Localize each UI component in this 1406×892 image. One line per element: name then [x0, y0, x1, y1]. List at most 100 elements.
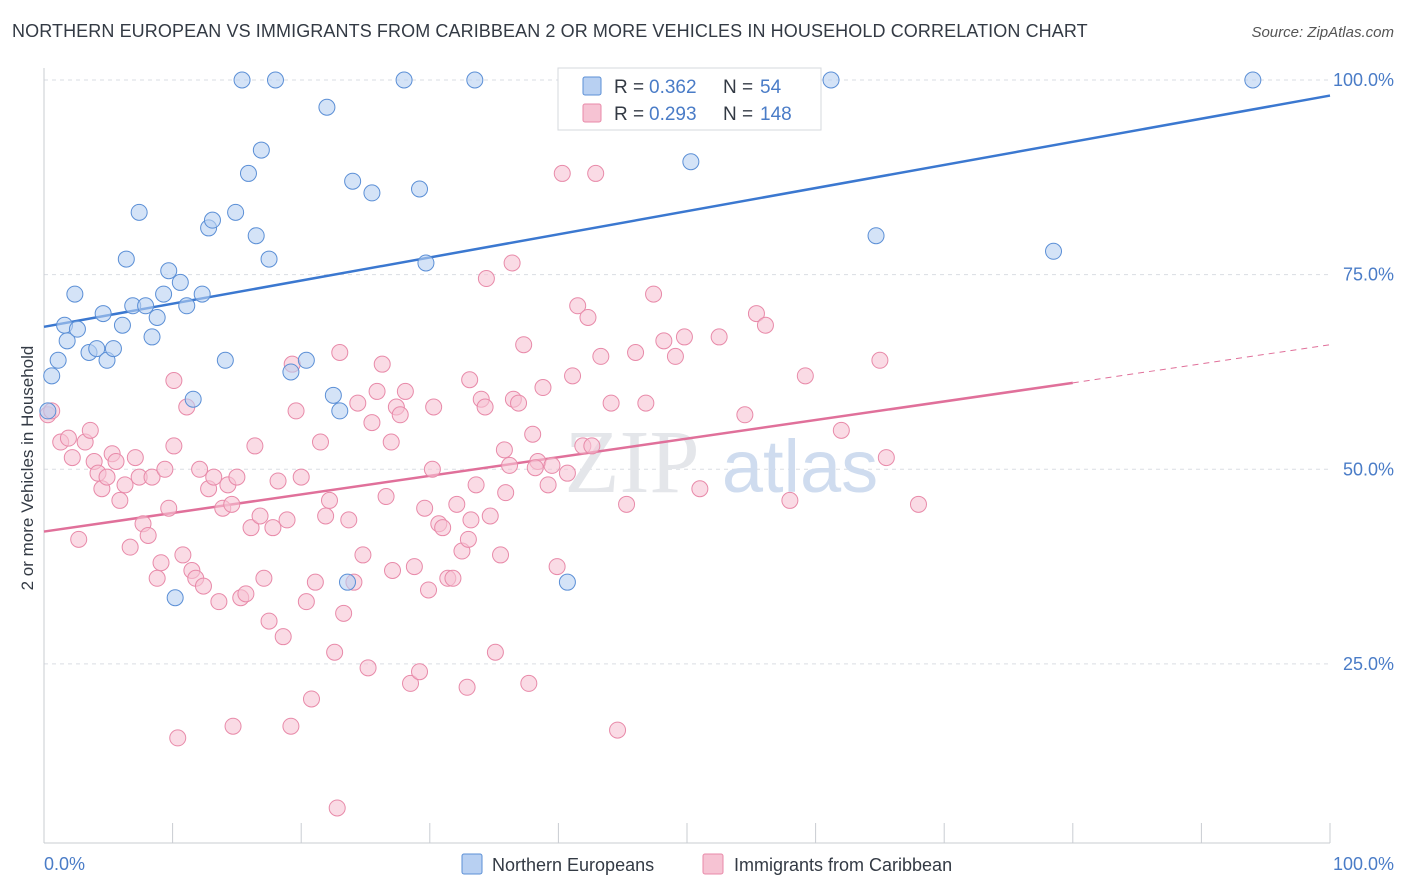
caribbean-point	[116, 476, 134, 494]
y-tick-label: 50.0%	[1343, 459, 1394, 479]
northern-european-point	[260, 250, 278, 268]
caribbean-point	[359, 659, 377, 677]
legend-n-value: 148	[760, 104, 792, 125]
legend-n-label: N =	[723, 77, 753, 98]
caribbean-point	[210, 593, 228, 611]
caribbean-point	[756, 316, 774, 334]
northern-european-point	[331, 402, 349, 420]
northern-european-point	[39, 402, 57, 420]
caribbean-point	[278, 511, 296, 529]
caribbean-point	[148, 569, 166, 587]
caribbean-point	[169, 729, 187, 747]
caribbean-point	[251, 507, 269, 525]
caribbean-point	[627, 344, 645, 361]
caribbean-point	[340, 511, 358, 529]
y-tick-label: 25.0%	[1343, 654, 1394, 674]
northern-european-point	[43, 367, 61, 385]
caribbean-point	[126, 449, 144, 467]
northern-european-point	[395, 71, 413, 89]
caribbean-point	[205, 468, 223, 486]
caribbean-point	[416, 499, 434, 517]
caribbean-point	[691, 480, 709, 498]
northern-european-point	[88, 340, 106, 358]
legend: R = 0.362 N = 54 R = 0.293 N = 148	[557, 67, 822, 131]
northern-european-point	[558, 573, 576, 591]
caribbean-point	[63, 449, 81, 467]
caribbean-point	[832, 421, 850, 439]
northern-european-point	[104, 340, 122, 358]
caribbean-point	[548, 558, 566, 576]
caribbean-point	[492, 546, 510, 564]
y-tick-label: 75.0%	[1343, 265, 1394, 285]
caribbean-point	[877, 449, 895, 467]
caribbean-point	[274, 628, 292, 646]
chart-title: NORTHERN EUROPEAN VS IMMIGRANTS FROM CAR…	[12, 21, 1088, 41]
caribbean-point	[477, 270, 495, 288]
caribbean-point	[139, 526, 157, 544]
caribbean-point	[391, 406, 409, 424]
source-label: Source: ZipAtlas.com	[1251, 24, 1394, 41]
northern-european-point	[1045, 242, 1063, 260]
northern-european-point	[68, 320, 86, 338]
caribbean-point	[402, 674, 420, 692]
caribbean-point	[255, 569, 273, 587]
legend-r-value: 0.293	[649, 104, 697, 125]
caribbean-point	[526, 459, 544, 477]
caribbean-point	[107, 453, 125, 470]
caribbean-point	[444, 569, 462, 587]
northern-european-point	[282, 363, 300, 381]
caribbean-point	[152, 554, 170, 572]
caribbean-point	[710, 328, 728, 346]
caribbean-point	[320, 491, 338, 509]
legend-r-value: 0.362	[649, 77, 697, 98]
caribbean-point	[302, 690, 320, 708]
caribbean-point	[510, 394, 528, 412]
bottom-legend-swatch	[461, 853, 483, 875]
caribbean-point	[579, 308, 597, 326]
caribbean-point	[467, 476, 485, 494]
caribbean-point	[503, 254, 521, 272]
northern-european-point	[411, 180, 429, 198]
caribbean-point	[156, 460, 174, 478]
northern-european-point	[178, 297, 196, 315]
caribbean-point	[121, 538, 139, 556]
caribbean-point	[98, 468, 116, 486]
caribbean-point	[587, 164, 605, 182]
northern-european-point	[297, 351, 315, 369]
northern-european-point	[867, 227, 885, 245]
caribbean-point	[520, 674, 538, 692]
caribbean-point	[425, 398, 443, 416]
northern-european-point	[324, 386, 342, 404]
northern-european-point	[338, 573, 356, 591]
caribbean-point	[569, 297, 587, 315]
caribbean-point	[481, 507, 499, 525]
caribbean-point	[609, 721, 627, 739]
caribbean-point	[497, 484, 515, 502]
caribbean-point	[637, 394, 655, 412]
caribbean-point	[539, 476, 557, 494]
caribbean-point	[228, 468, 246, 486]
caribbean-point	[242, 519, 260, 537]
caribbean-point	[564, 367, 582, 385]
caribbean-point	[796, 367, 814, 385]
watermark: ZIP atlas	[565, 413, 879, 512]
caribbean-point	[246, 437, 264, 455]
caribbean-point	[174, 546, 192, 564]
caribbean-point	[349, 394, 367, 412]
northern-european-point	[417, 254, 435, 272]
caribbean-point	[165, 437, 183, 455]
caribbean-point	[224, 717, 242, 735]
caribbean-point	[111, 491, 129, 509]
caribbean-point	[781, 491, 799, 509]
northern-european-point	[227, 203, 245, 221]
tick-labels: 25.0% 50.0% 75.0% 100.0% 0.0% 100.0%	[44, 70, 1394, 874]
caribbean-point	[260, 612, 278, 630]
legend-box	[557, 67, 822, 131]
caribbean-point	[191, 460, 209, 478]
caribbean-point	[331, 344, 349, 361]
legend-swatch	[582, 76, 602, 96]
caribbean-point	[328, 799, 346, 817]
caribbean-point	[396, 382, 414, 400]
caribbean-point	[368, 382, 386, 400]
